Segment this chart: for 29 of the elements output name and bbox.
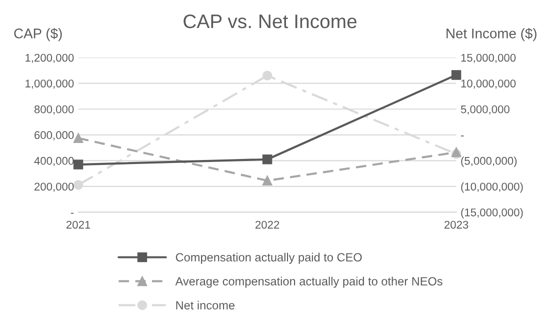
y-tick-label: 800,000	[34, 105, 74, 115]
point	[262, 70, 272, 80]
y-tick-label: -	[70, 212, 74, 214]
y2-axis-title: Net Income ($)	[446, 28, 536, 42]
y-tick-label: 400,000	[34, 156, 74, 166]
y-axis-title: CAP ($)	[14, 28, 62, 42]
y-tick-label: 600,000	[34, 131, 74, 140]
y2-tick-label: (10,000,000)	[461, 182, 523, 193]
point	[451, 70, 462, 80]
point	[73, 133, 84, 143]
x-tick-label: 2021	[66, 220, 90, 229]
point	[73, 180, 84, 190]
y-tick-label: 1,000,000	[26, 80, 74, 89]
y2-tick-label: 5,000,000	[460, 105, 510, 115]
y2-tick-label: 10,000,000	[461, 80, 516, 89]
point	[262, 176, 272, 186]
chart-title: CAP vs. Net Income	[184, 14, 356, 28]
y2-tick-label: (5,000,000)	[461, 156, 517, 167]
y-tick-label: 1,200,000	[26, 54, 74, 64]
y2-tick-label: 15,000,000	[461, 54, 516, 64]
legend-label: Average compensation actually paid to other NEOs	[175, 276, 442, 288]
x-tick-label: 2022	[256, 220, 280, 229]
x-tick-label: 2023	[444, 220, 468, 229]
y-tick-label: 200,000	[34, 182, 74, 192]
legend-label: Net income	[176, 300, 234, 310]
point	[262, 154, 272, 164]
legend-label: Compensation actually paid to CEO	[176, 252, 362, 264]
y2-tick-label: (15,000,000)	[461, 208, 523, 219]
point	[73, 160, 84, 170]
